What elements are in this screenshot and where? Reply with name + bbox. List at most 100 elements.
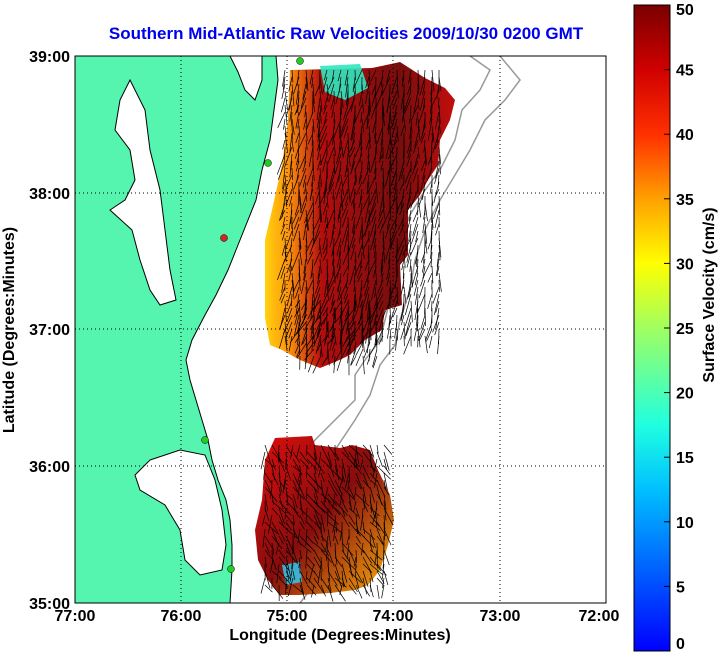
velocity-vector xyxy=(306,444,308,456)
velocity-vector xyxy=(289,104,293,122)
velocity-vector xyxy=(314,188,321,205)
velocity-vector xyxy=(434,111,440,130)
velocity-vector xyxy=(406,153,412,167)
velocity-vector xyxy=(277,160,286,180)
velocity-vector xyxy=(361,223,370,241)
velocity-vector xyxy=(305,237,308,249)
velocity-vector xyxy=(333,202,336,221)
velocity-vector xyxy=(418,188,426,208)
velocity-vector xyxy=(305,286,307,307)
velocity-vector xyxy=(340,341,350,360)
velocity-vector xyxy=(320,500,333,516)
velocity-vector xyxy=(260,451,266,470)
velocity-vector xyxy=(400,328,405,340)
velocity-vector xyxy=(380,272,384,285)
velocity-vector xyxy=(351,209,356,221)
velocity-vector xyxy=(312,160,315,182)
velocity-vector xyxy=(317,563,322,584)
velocity-vector xyxy=(406,216,412,234)
velocity-vector xyxy=(294,306,301,318)
velocity-vector xyxy=(404,97,412,114)
velocity-vector xyxy=(280,209,286,221)
velocity-vector xyxy=(312,286,316,303)
velocity-vector xyxy=(337,69,342,82)
velocity-vector xyxy=(413,90,419,113)
velocity-vector xyxy=(328,83,335,102)
velocity-vector xyxy=(401,258,405,271)
velocity-vector xyxy=(311,313,322,328)
velocity-vector xyxy=(396,125,399,142)
velocity-vector xyxy=(317,174,321,190)
velocity-vector xyxy=(320,313,329,327)
velocity-vector xyxy=(362,570,369,587)
velocity-vector xyxy=(271,451,285,464)
velocity-vector xyxy=(331,341,336,351)
velocity-vector xyxy=(362,355,365,375)
velocity-vector xyxy=(337,209,342,223)
velocity-vector xyxy=(374,132,377,144)
velocity-vector xyxy=(341,202,349,218)
velocity-vector xyxy=(309,320,315,330)
velocity-vector xyxy=(320,348,322,358)
velocity-vector xyxy=(412,216,419,236)
velocity-vector xyxy=(301,307,307,319)
velocity-vector xyxy=(387,118,391,131)
velocity-vector xyxy=(427,272,433,283)
velocity-vector xyxy=(320,549,333,563)
velocity-vector xyxy=(436,265,440,276)
velocity-vector xyxy=(389,237,391,250)
velocity-vector xyxy=(297,118,300,129)
velocity-vector xyxy=(350,355,357,366)
velocity-vector xyxy=(341,514,350,528)
velocity-vector xyxy=(389,307,392,324)
velocity-vector xyxy=(326,209,335,228)
velocity-vector xyxy=(373,299,378,310)
velocity-vector xyxy=(271,535,283,550)
velocity-vector xyxy=(366,300,370,323)
velocity-vector xyxy=(430,90,433,102)
velocity-vector xyxy=(428,335,433,349)
velocity-vector xyxy=(350,195,356,206)
velocity-vector xyxy=(312,230,315,245)
velocity-vector xyxy=(388,258,391,271)
velocity-vector xyxy=(317,306,322,317)
velocity-vector xyxy=(327,479,338,497)
velocity-vector xyxy=(294,299,301,308)
velocity-vector xyxy=(376,584,380,599)
velocity-vector xyxy=(278,486,282,497)
velocity-vector xyxy=(380,132,384,146)
velocity-vector xyxy=(310,265,314,279)
velocity-vector xyxy=(383,514,386,530)
velocity-vector xyxy=(323,97,328,110)
velocity-vector xyxy=(358,174,363,185)
velocity-vector xyxy=(344,306,357,322)
velocity-vector xyxy=(264,584,273,593)
velocity-vector xyxy=(375,307,384,329)
velocity-vector xyxy=(436,251,440,267)
velocity-vector xyxy=(368,69,371,86)
velocity-vector xyxy=(362,521,366,535)
velocity-vector xyxy=(379,195,384,217)
velocity-vector xyxy=(299,167,307,187)
velocity-vector xyxy=(367,146,370,159)
velocity-vector xyxy=(325,542,329,561)
velocity-vector xyxy=(263,465,266,480)
radar-station-marker-inactive xyxy=(220,234,228,242)
velocity-vector xyxy=(372,507,378,525)
velocity-vector xyxy=(313,251,321,266)
velocity-vector xyxy=(294,104,300,116)
velocity-vector xyxy=(380,160,384,171)
velocity-vector xyxy=(334,306,336,323)
velocity-vector xyxy=(400,314,405,326)
velocity-vector xyxy=(418,279,426,299)
velocity-vector xyxy=(288,328,293,339)
velocity-vector xyxy=(324,335,328,346)
velocity-vector xyxy=(398,160,405,182)
velocity-vector xyxy=(407,146,412,159)
velocity-vector xyxy=(292,465,301,473)
velocity-vector xyxy=(355,584,363,599)
radar-station-marker xyxy=(296,57,304,65)
velocity-vector xyxy=(366,104,370,127)
velocity-vector xyxy=(366,153,370,175)
velocity-vector xyxy=(264,570,271,589)
